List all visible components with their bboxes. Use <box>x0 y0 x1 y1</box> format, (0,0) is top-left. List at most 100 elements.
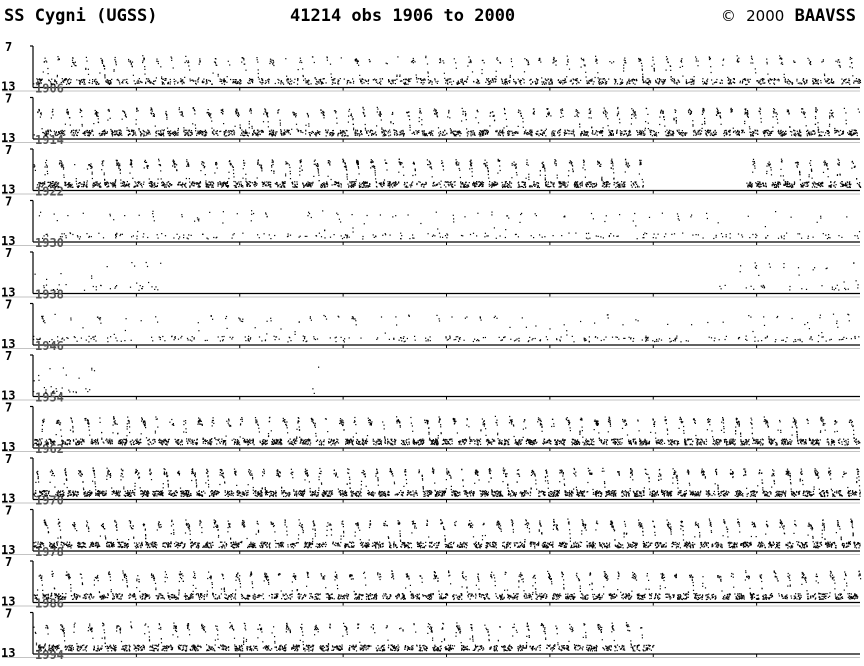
observation-point <box>474 184 476 186</box>
observation-point <box>58 185 60 188</box>
observation-point <box>184 61 186 64</box>
observation-point <box>642 79 644 81</box>
observation-point <box>333 110 336 112</box>
observation-point <box>315 83 317 85</box>
observation-point <box>67 79 69 81</box>
observation-point <box>379 182 381 184</box>
observation-point <box>308 123 310 125</box>
observation-point <box>354 134 356 136</box>
observation-point <box>550 80 552 82</box>
observation-point <box>396 131 398 133</box>
observation-point <box>572 171 574 173</box>
observation-point <box>605 113 607 115</box>
observation-point <box>687 110 690 112</box>
y-tick-label-13: 13 <box>1 80 15 94</box>
observation-point <box>700 133 702 135</box>
observation-point <box>637 131 639 133</box>
observation-point <box>289 78 292 80</box>
observation-point <box>352 183 354 186</box>
observation-point <box>511 66 514 68</box>
observation-point <box>314 77 316 79</box>
observation-point <box>762 80 764 82</box>
observation-point <box>299 174 301 176</box>
observation-point <box>63 132 65 134</box>
observation-point <box>80 183 82 185</box>
observation-point <box>710 132 712 134</box>
observation-point <box>555 60 557 62</box>
observation-point <box>595 185 597 187</box>
observation-point <box>798 135 800 137</box>
observation-point <box>473 80 475 83</box>
observation-point <box>86 182 88 184</box>
observation-point <box>318 174 320 176</box>
observation-point <box>109 182 111 184</box>
observation-point <box>618 186 620 188</box>
observation-point <box>553 134 555 136</box>
observation-point <box>318 81 320 83</box>
observation-point <box>167 132 169 135</box>
observation-point <box>202 130 204 133</box>
observation-point <box>94 79 96 81</box>
observation-point <box>462 82 464 84</box>
observation-point <box>577 116 579 118</box>
observation-point <box>221 82 223 85</box>
observation-point <box>64 181 66 183</box>
observation-point <box>394 132 396 134</box>
observation-point <box>279 183 281 185</box>
observation-point <box>481 59 483 62</box>
observation-point <box>240 183 242 185</box>
observation-point <box>614 81 617 83</box>
observation-point <box>185 186 187 188</box>
observation-point <box>46 130 48 132</box>
observation-point <box>232 82 234 84</box>
observation-point <box>628 78 630 80</box>
observation-point <box>759 113 761 115</box>
observation-point <box>202 165 204 167</box>
observation-point <box>453 133 455 135</box>
observation-point <box>272 59 274 62</box>
observation-point <box>219 78 221 80</box>
observation-point <box>387 181 389 183</box>
observation-point <box>456 83 458 85</box>
observation-point <box>134 181 136 183</box>
observation-point <box>799 135 801 137</box>
observation-point <box>513 134 515 136</box>
observation-point <box>363 109 365 111</box>
observation-point <box>128 129 130 131</box>
observation-point <box>504 109 506 111</box>
observation-point <box>447 116 449 118</box>
observation-point <box>530 134 532 136</box>
observation-point <box>181 184 183 186</box>
observation-point <box>363 181 365 183</box>
observation-point <box>61 166 63 168</box>
observation-point <box>321 186 323 189</box>
observation-point <box>492 79 494 81</box>
observation-point <box>766 131 768 134</box>
observation-point <box>263 113 265 115</box>
observation-point <box>656 135 658 137</box>
observation-point <box>487 83 489 85</box>
observation-point <box>583 130 585 132</box>
observation-point <box>221 110 224 112</box>
observation-point <box>206 82 208 84</box>
observation-point <box>227 181 229 183</box>
observation-point <box>282 184 284 186</box>
observation-point <box>219 80 221 82</box>
observation-point <box>432 130 434 132</box>
observation-point <box>641 130 643 132</box>
observation-point <box>631 186 633 188</box>
observation-point <box>636 186 639 188</box>
observation-point <box>404 81 406 83</box>
observation-point <box>131 134 134 136</box>
observation-point <box>572 129 575 131</box>
observation-point <box>306 112 308 115</box>
observation-point <box>56 134 58 136</box>
observation-point <box>161 76 163 78</box>
observation-point <box>592 83 594 85</box>
observation-point <box>137 81 139 83</box>
observation-point <box>854 129 857 131</box>
observation-point <box>116 79 118 81</box>
observation-point <box>354 183 356 185</box>
observation-points <box>33 106 860 137</box>
observation-point <box>535 184 537 186</box>
